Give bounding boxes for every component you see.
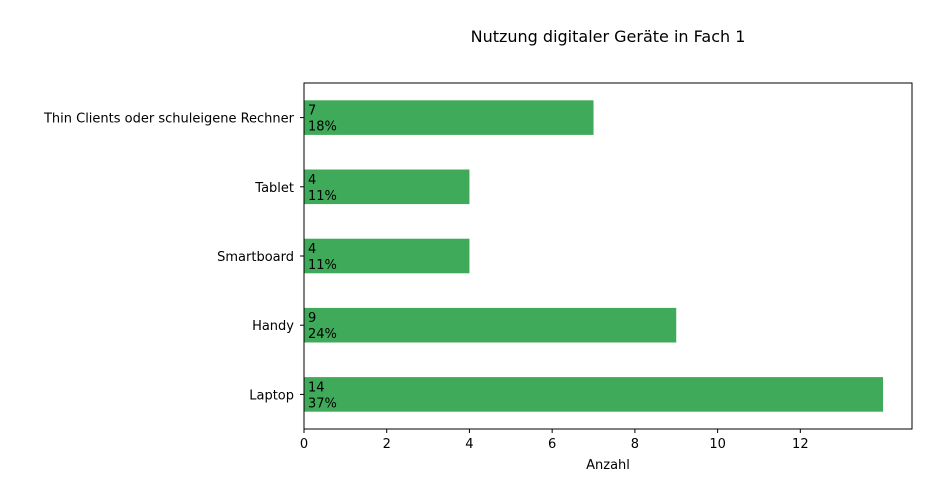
x-tick-label: 4 — [465, 437, 473, 452]
x-tick-label: 12 — [792, 437, 809, 452]
x-axis: 0 2 4 6 8 10 12 — [300, 429, 809, 452]
x-tick-label: 6 — [548, 437, 556, 452]
chart-title: Nutzung digitaler Geräte in Fach 1 — [471, 27, 746, 46]
bar-count-label: 9 — [308, 311, 316, 326]
bar-percent-label: 11% — [308, 189, 337, 204]
y-tick-label: Thin Clients oder schuleigene Rechner — [43, 112, 295, 127]
x-tick-label: 8 — [631, 437, 639, 452]
bar — [304, 238, 470, 274]
x-axis-label: Anzahl — [586, 458, 630, 473]
bar — [304, 307, 677, 343]
y-axis: Thin Clients oder schuleigene Rechner Tab… — [43, 112, 304, 403]
bar-percent-label: 18% — [308, 120, 337, 135]
x-tick-label: 2 — [383, 437, 391, 452]
bar-count-label: 7 — [308, 104, 316, 119]
bar — [304, 100, 594, 135]
y-tick-label: Smartboard — [217, 250, 294, 265]
bar-count-label: 4 — [308, 242, 316, 257]
x-tick-label: 0 — [300, 437, 308, 452]
bar-percent-label: 37% — [308, 396, 337, 411]
bar — [304, 377, 884, 412]
bar — [304, 169, 470, 205]
bars-group — [304, 100, 884, 412]
y-tick-label: Laptop — [249, 388, 294, 403]
y-tick-label: Tablet — [254, 181, 294, 196]
bar-count-label: 4 — [308, 173, 316, 188]
y-tick-label: Handy — [252, 319, 294, 334]
bar-count-label: 14 — [308, 380, 325, 395]
x-tick-label: 10 — [709, 437, 726, 452]
bar-percent-label: 11% — [308, 258, 337, 273]
bar-percent-label: 24% — [308, 327, 337, 342]
